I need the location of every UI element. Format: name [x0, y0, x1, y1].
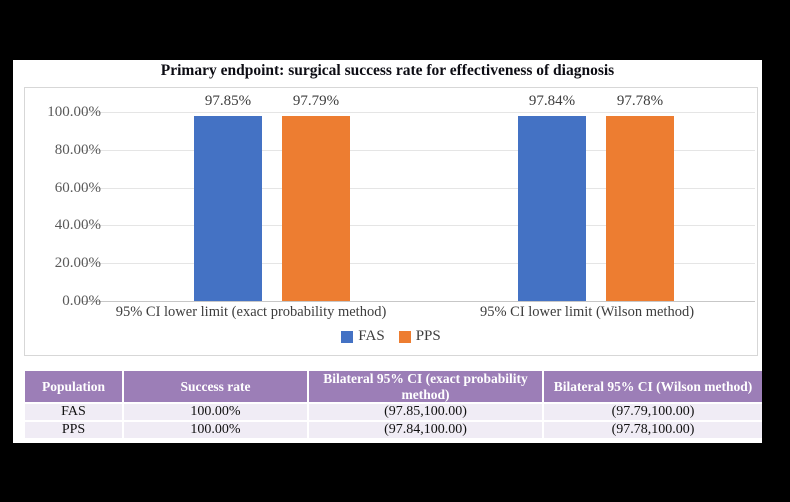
table-header-row: Population Success rate Bilateral 95% CI (…	[25, 371, 762, 405]
gridline	[83, 263, 755, 265]
legend-swatch-icon	[341, 330, 354, 343]
table-cell: 100.00%	[123, 403, 309, 423]
table-row: PPS 100.00% (97.84,100.00) (97.78,100.00)	[25, 421, 762, 441]
bar-pps	[282, 116, 350, 301]
header-cell: Bilateral 95% CI (exact probability meth…	[308, 371, 544, 405]
chart-title: Primary endpoint: surgical success rate …	[160, 62, 615, 79]
gridline	[83, 301, 755, 302]
results-table: Population Success rate Bilateral 95% CI (…	[25, 371, 762, 441]
gridline	[83, 112, 755, 113]
category-label-exact: 95% CI lower limit (exact probability me…	[115, 304, 387, 320]
legend-swatch-icon	[398, 330, 411, 343]
y-tick-label: 0.00%	[62, 293, 101, 309]
legend-label: PPS	[415, 328, 441, 344]
y-tick-label: 100.00%	[47, 104, 101, 120]
table-cell: PPS	[25, 421, 124, 441]
table-cell: 100.00%	[123, 421, 309, 441]
plot-area: 97.85% 97.79% 97.84% 97.78%	[25, 88, 757, 355]
legend-item-pps: PPS	[398, 328, 441, 345]
header-cell: Bilateral 95% CI (Wilson method)	[543, 371, 762, 405]
legend-label: FAS	[358, 328, 385, 344]
y-tick-label: 40.00%	[54, 217, 101, 234]
category-label-wilson: 95% CI lower limit (Wilson method)	[479, 304, 695, 320]
gridlines	[25, 88, 757, 355]
report-panel: Primary endpoint: surgical success rate …	[13, 60, 762, 443]
table-cell: FAS	[25, 403, 124, 423]
bar-chart: 100.00% 80.00% 60.00% 40.00% 20.00% 0.00% 97.…	[24, 87, 758, 356]
gridline	[83, 187, 755, 189]
table-cell: (97.78,100.00)	[543, 421, 762, 441]
table-cell: (97.79,100.00)	[543, 403, 762, 423]
data-label: 97.79%	[292, 93, 340, 110]
x-axis-labels: 95% CI lower limit (exact probability me…	[83, 304, 755, 321]
bar-fas	[194, 116, 262, 301]
table-row: FAS 100.00% (97.85,100.00) (97.79,100.00)	[25, 403, 762, 423]
gridline	[83, 225, 755, 227]
results-table-head: Population Success rate Bilateral 95% CI (…	[25, 371, 762, 405]
data-label: 97.78%	[616, 93, 664, 110]
gridline	[83, 149, 755, 151]
legend: FAS PPS	[25, 328, 757, 345]
y-tick-label: 80.00%	[54, 141, 101, 158]
results-table-body: FAS 100.00% (97.85,100.00) (97.79,100.00) PP…	[25, 403, 762, 441]
table-cell: (97.84,100.00)	[308, 421, 544, 441]
legend-item-fas: FAS	[341, 328, 385, 345]
y-axis: 100.00% 80.00% 60.00% 40.00% 20.00% 0.00%	[25, 88, 757, 355]
data-label: 97.85%	[204, 93, 252, 110]
y-tick-label: 20.00%	[54, 255, 101, 272]
header-cell: Success rate	[123, 371, 309, 405]
bar-pps	[606, 116, 674, 301]
header-cell: Population	[25, 371, 124, 405]
data-label: 97.84%	[528, 93, 576, 110]
bar-fas	[518, 116, 586, 301]
table-cell: (97.85,100.00)	[308, 403, 544, 423]
y-tick-label: 60.00%	[54, 179, 101, 196]
